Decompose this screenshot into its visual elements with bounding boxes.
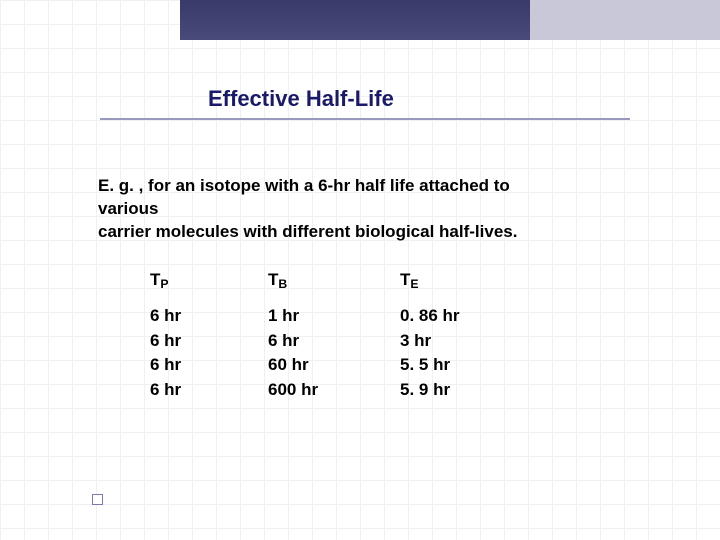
table-column: TB 1 hr6 hr60 hr600 hr xyxy=(268,270,318,403)
table-cell: 0. 86 hr xyxy=(400,304,460,329)
table-cell: 3 hr xyxy=(400,329,460,354)
top-banner xyxy=(0,0,720,40)
column-header: TB xyxy=(268,270,318,290)
table-cell: 600 hr xyxy=(268,378,318,403)
table-column: TE 0. 86 hr3 hr5. 5 hr5. 9 hr xyxy=(400,270,460,403)
table-cell: 6 hr xyxy=(150,378,181,403)
body-text: E. g. , for an isotope with a 6-hr half … xyxy=(98,175,517,244)
decorative-square-icon xyxy=(92,494,103,505)
table-cell: 6 hr xyxy=(150,353,181,378)
column-header: TE xyxy=(400,270,460,290)
table-cell: 5. 5 hr xyxy=(400,353,460,378)
table-cell: 6 hr xyxy=(268,329,318,354)
banner-light-segment xyxy=(530,0,720,40)
title-underline xyxy=(100,118,630,120)
body-line: carrier molecules with different biologi… xyxy=(98,221,517,244)
table-column: TP6 hr6 hr6 hr6 hr xyxy=(150,270,181,403)
table-cell: 6 hr xyxy=(150,304,181,329)
table-cell: 6 hr xyxy=(150,329,181,354)
body-line: E. g. , for an isotope with a 6-hr half … xyxy=(98,175,517,198)
body-line: various xyxy=(98,198,517,221)
table-cell: 1 hr xyxy=(268,304,318,329)
banner-dark-segment xyxy=(180,0,530,40)
slide-title: Effective Half-Life xyxy=(208,86,394,112)
table-cell: 5. 9 hr xyxy=(400,378,460,403)
table-cell: 60 hr xyxy=(268,353,318,378)
column-header: TP xyxy=(150,270,181,290)
